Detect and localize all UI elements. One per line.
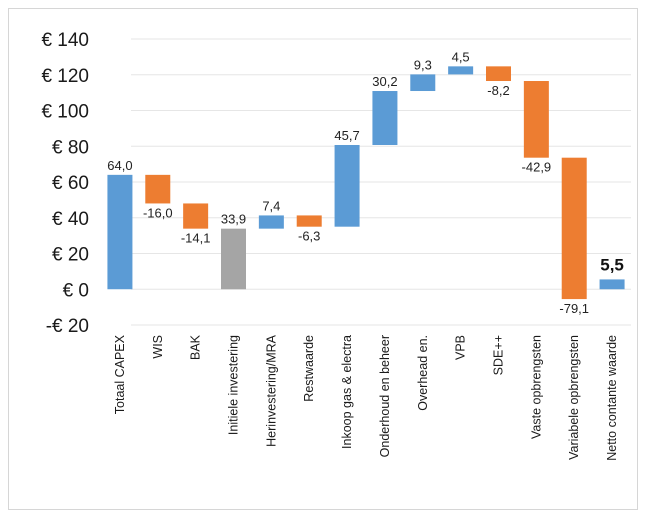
bar-8 bbox=[410, 74, 436, 92]
bar-9 bbox=[448, 66, 474, 75]
data-label: 30,2 bbox=[372, 74, 397, 89]
x-tick-label: VPB bbox=[454, 335, 468, 360]
y-tick-label: € 20 bbox=[52, 245, 89, 266]
bar-10 bbox=[486, 66, 511, 82]
data-label: -8,2 bbox=[487, 83, 509, 98]
y-axis-tick-labels: € 140 € 120 € 100 € 80 € 60 € 40 € 20 € 0 -€ 20 bbox=[41, 30, 89, 337]
y-tick-label: € 40 bbox=[52, 209, 89, 230]
x-tick-label: Totaal CAPEX bbox=[113, 334, 127, 414]
bar-11 bbox=[523, 81, 549, 158]
y-tick-label: € 60 bbox=[52, 173, 89, 194]
bar-4 bbox=[258, 215, 284, 229]
y-tick-label: € 0 bbox=[63, 280, 89, 301]
data-label: -16,0 bbox=[143, 205, 173, 220]
data-label: -6,3 bbox=[298, 229, 320, 244]
y-tick-label: € 120 bbox=[41, 66, 89, 87]
x-tick-label: SDE++ bbox=[492, 335, 506, 375]
bars bbox=[107, 66, 625, 300]
chart-frame: € 140 € 120 € 100 € 80 € 60 € 40 € 20 € 0 -€ 20 … bbox=[8, 8, 638, 510]
y-tick-label: € 140 bbox=[41, 30, 89, 51]
bar-1 bbox=[145, 174, 171, 204]
data-labels: 64,0 -16,0 -14,1 33,9 7,4 -6,3 45,7 30,2 9,3 4,5 -… bbox=[107, 49, 624, 316]
y-tick-label: € 100 bbox=[41, 102, 89, 123]
grid-lines bbox=[131, 38, 631, 326]
y-tick-label: -€ 20 bbox=[46, 316, 89, 337]
bar-0 bbox=[107, 174, 133, 290]
data-label: -14,1 bbox=[181, 231, 211, 246]
x-tick-label: Herinvestering/MRA bbox=[264, 334, 278, 447]
data-label: 5,5 bbox=[600, 255, 624, 274]
data-label: 4,5 bbox=[452, 49, 470, 64]
x-tick-label: Inkoop gas & electra bbox=[340, 335, 354, 449]
data-label: 9,3 bbox=[414, 57, 432, 72]
data-label: 7,4 bbox=[262, 198, 280, 213]
x-tick-label: Restwaarde bbox=[302, 335, 316, 402]
x-tick-label: Overhead en. bbox=[416, 335, 430, 411]
x-tick-label: Netto contante waarde bbox=[605, 335, 619, 461]
x-tick-label: WIS bbox=[151, 335, 165, 359]
x-tick-label: Onderhoud en beheer bbox=[378, 335, 392, 457]
data-label: 33,9 bbox=[221, 212, 246, 227]
bar-13 bbox=[599, 279, 625, 290]
data-label: 64,0 bbox=[107, 158, 132, 173]
bar-3 bbox=[221, 228, 246, 290]
waterfall-chart: € 140€ 120€ 100€ 80€ 60€ 40€ 20€ 0-€ 20 … bbox=[41, 30, 631, 461]
y-tick-label: € 80 bbox=[52, 137, 89, 158]
x-tick-label: Vaste opbrengsten bbox=[529, 335, 543, 439]
bar-5 bbox=[296, 215, 322, 227]
bar-12 bbox=[561, 157, 587, 300]
data-label: 45,7 bbox=[334, 128, 359, 143]
x-tick-label: Variabele opbrengsten bbox=[567, 335, 581, 460]
x-tick-label: BAK bbox=[189, 334, 203, 360]
x-axis-tick-labels: Totaal CAPEX WIS BAK Initiele investering He… bbox=[113, 334, 619, 460]
bar-2 bbox=[183, 203, 209, 229]
x-tick-label: Initiele investering bbox=[227, 335, 241, 435]
bar-6 bbox=[334, 144, 360, 227]
data-label: -79,1 bbox=[559, 301, 589, 316]
bar-7 bbox=[372, 91, 398, 145]
data-label: -42,9 bbox=[522, 160, 552, 175]
